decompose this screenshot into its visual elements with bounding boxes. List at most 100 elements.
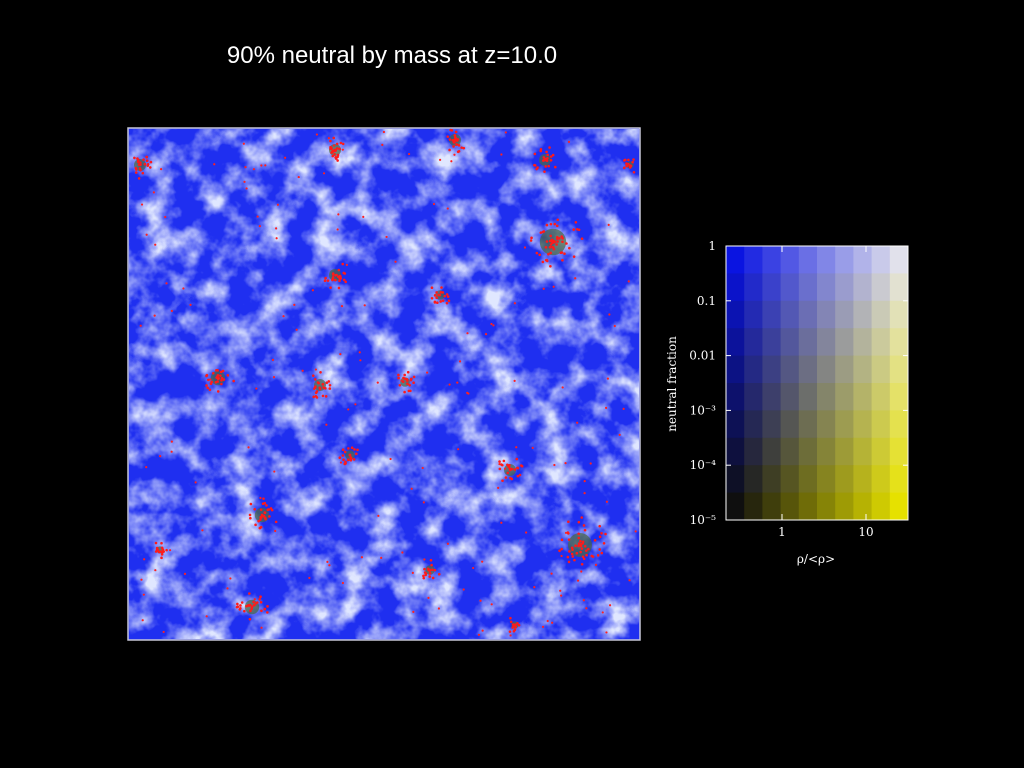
ionized-dot	[602, 541, 606, 545]
colorbar-cell	[835, 437, 854, 466]
ionized-dot	[338, 456, 342, 460]
colorbar-cell	[835, 300, 854, 329]
ionized-dot	[512, 629, 516, 633]
colorbar-cell	[817, 355, 836, 384]
ionized-dot	[577, 542, 581, 545]
ionized-dot	[205, 374, 208, 378]
ionized-dot	[613, 324, 616, 328]
ionized-dot	[276, 203, 279, 206]
ionized-dot	[208, 388, 212, 392]
ionized-dot	[581, 555, 585, 559]
ionized-dot	[627, 158, 630, 162]
ionized-dot	[258, 598, 261, 601]
ionized-dot	[226, 587, 229, 590]
ionized-dot	[159, 168, 163, 171]
ionized-dot	[430, 286, 434, 289]
colorbar-cell	[762, 355, 782, 384]
ionized-dot	[632, 170, 636, 174]
ionized-dot	[243, 180, 246, 183]
ionized-dot	[146, 163, 150, 166]
ionized-dot	[507, 465, 510, 468]
ionized-dot	[450, 160, 453, 163]
colorbar-cell	[780, 273, 800, 302]
ionized-dot	[209, 378, 212, 381]
ionized-dot	[574, 220, 578, 224]
ionized-dot	[439, 300, 442, 303]
ionized-dot	[547, 164, 551, 168]
colorbar-cell	[871, 273, 891, 302]
ionized-dot	[543, 158, 546, 162]
ionized-dot	[326, 560, 329, 563]
ionized-dot	[437, 293, 440, 297]
ionized-dot	[336, 159, 339, 162]
ionized-dot	[274, 529, 277, 533]
ionized-dot	[561, 240, 564, 244]
ionized-dot	[222, 378, 226, 381]
ionized-dot	[349, 456, 353, 459]
ionized-dot	[343, 450, 347, 454]
ionized-dot	[623, 159, 626, 162]
ionized-dot	[328, 387, 332, 390]
ionized-dot	[249, 516, 252, 520]
ionized-dot	[466, 332, 469, 335]
ionized-dot	[331, 278, 334, 282]
colorbar-cell	[853, 300, 873, 329]
ionized-dot	[252, 168, 256, 171]
ionized-dot	[407, 389, 411, 393]
ionized-dot	[545, 258, 549, 261]
ionized-dot	[452, 145, 455, 148]
ionized-dot	[337, 268, 341, 272]
colorbar-cell	[835, 355, 854, 384]
ionized-dot	[570, 546, 574, 550]
ionized-dot	[604, 532, 607, 536]
ionized-dot	[423, 567, 426, 571]
ionized-dot	[394, 260, 397, 263]
ionized-dot	[549, 155, 553, 158]
ionized-dot	[211, 371, 215, 375]
ionized-dot	[135, 168, 138, 171]
ionized-dot	[260, 516, 263, 519]
colorbar-cell	[889, 355, 909, 384]
ionized-dot	[533, 152, 537, 156]
colorbar-cell	[762, 328, 782, 357]
ionized-dot	[403, 373, 406, 377]
ionized-dot	[153, 314, 156, 317]
ionized-dot	[411, 571, 414, 574]
ionized-dot	[259, 595, 262, 599]
ionized-dot	[543, 170, 546, 173]
ionized-dot	[334, 157, 338, 160]
y-tick-label: 1	[708, 239, 716, 253]
ionized-dot	[138, 167, 142, 170]
ionized-dot	[249, 609, 252, 613]
ionized-dot	[312, 395, 315, 399]
ionized-dot	[492, 324, 495, 327]
ionized-dot	[448, 383, 451, 386]
ionized-dot	[266, 611, 269, 614]
ionized-dot	[137, 163, 141, 167]
ionized-dot	[422, 576, 426, 580]
ionized-dot	[260, 164, 263, 167]
ionized-dot	[311, 289, 314, 292]
ionized-dot	[263, 516, 267, 519]
ionized-dot	[206, 378, 210, 382]
ionized-dot	[513, 379, 516, 382]
ionized-dot	[560, 554, 563, 558]
colorbar-cell	[780, 246, 800, 274]
ionized-dot	[504, 476, 508, 479]
colorbar-cells	[726, 246, 909, 521]
ionized-dot	[564, 462, 567, 465]
ionized-dot	[448, 148, 451, 152]
ionized-dot	[423, 571, 427, 574]
ionized-dot	[159, 455, 162, 458]
ionized-dot	[236, 605, 240, 609]
ionized-dot	[572, 228, 576, 231]
ionized-dot	[347, 408, 350, 411]
ionized-dot	[577, 520, 581, 524]
colorbar-cell	[762, 465, 782, 494]
ionized-dot	[536, 166, 539, 169]
ionized-dot	[453, 134, 457, 137]
ionized-dot	[582, 524, 586, 527]
ionized-dot	[182, 287, 185, 290]
ionized-dot	[282, 315, 285, 318]
ionized-dot	[457, 144, 461, 147]
